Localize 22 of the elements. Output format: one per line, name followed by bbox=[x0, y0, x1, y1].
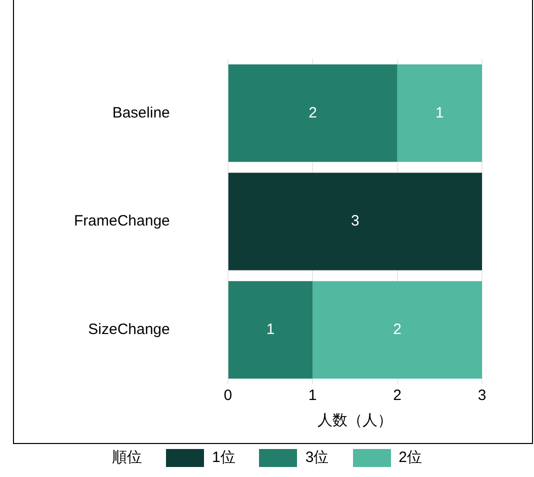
bar bbox=[228, 281, 313, 379]
data-label: 1 bbox=[266, 320, 275, 338]
legend-label: 3位 bbox=[305, 448, 329, 467]
x-tick-label: 0 bbox=[224, 387, 232, 404]
bar bbox=[397, 64, 482, 162]
legend-title: 順位 bbox=[112, 448, 142, 467]
y-tick-label: SizeChange bbox=[88, 320, 170, 338]
bar bbox=[312, 281, 482, 379]
x-tick-label: 3 bbox=[478, 387, 486, 404]
data-label: 2 bbox=[393, 320, 402, 338]
data-label: 2 bbox=[308, 104, 318, 122]
x-tick-label: 2 bbox=[393, 387, 402, 404]
x-tick-label: 1 bbox=[308, 387, 317, 404]
bar bbox=[228, 172, 482, 270]
data-label: 3 bbox=[351, 212, 360, 230]
legend-label: 2位 bbox=[398, 448, 422, 467]
y-tick-label: Baseline bbox=[112, 104, 170, 122]
y-tick-label: FrameChange bbox=[74, 212, 170, 230]
x-axis-title: 人数（人） bbox=[317, 412, 392, 430]
data-label: 1 bbox=[435, 104, 444, 122]
bar bbox=[228, 64, 398, 162]
legend-label: 1位 bbox=[212, 448, 236, 467]
